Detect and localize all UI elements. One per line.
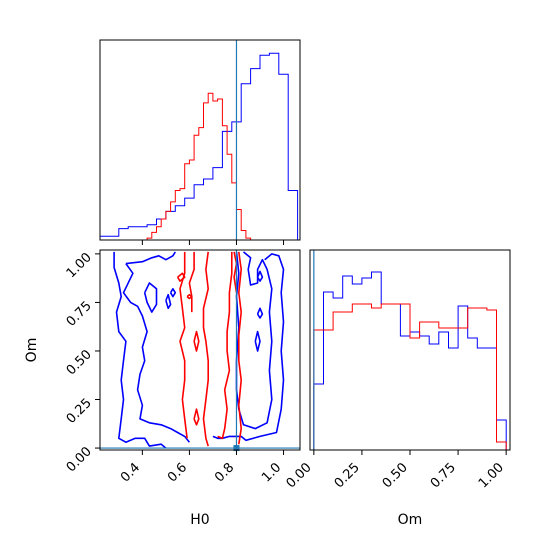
- contour-path-8: [256, 307, 264, 319]
- om-hist-x-tick-label: 1.00: [476, 460, 507, 491]
- contour-x-tick-label: 0.8: [212, 460, 237, 485]
- contour-y-tick-label: 0.00: [64, 444, 95, 475]
- contour-y-tick-label: 0.25: [64, 396, 95, 427]
- x-axis-label-om: Om: [398, 512, 423, 528]
- contour-x-tick-label: 0.6: [165, 460, 190, 485]
- x-axis-label-h0: H0: [190, 512, 209, 528]
- contour-x-tick-label: 1.0: [259, 460, 284, 485]
- contour-frame: [99, 249, 301, 451]
- contour-path-17: [193, 330, 200, 352]
- contour-path-3: [143, 282, 158, 313]
- contour-path-4: [212, 253, 285, 442]
- contour-path-1: [125, 251, 176, 265]
- truth-marker: [233, 445, 240, 452]
- om-hist-x-tick-label: 0.75: [428, 460, 459, 491]
- om-histogram-panel: 0.00 0.25 0.50 0.75 1.00: [284, 249, 511, 491]
- contour-path-9: [256, 270, 264, 282]
- om-hist-series-1: [313, 303, 507, 450]
- y-axis-label-om: Om: [24, 338, 40, 363]
- contour-path-18: [193, 408, 200, 426]
- contour-path-7: [169, 288, 177, 298]
- contour-y-tick-label: 0.75: [64, 299, 95, 330]
- h0-hist-frame: [99, 39, 301, 241]
- om-hist-frame: [309, 249, 511, 451]
- om-hist-series-0: [313, 271, 507, 450]
- h0-hist-series-1: [142, 92, 252, 241]
- contour-path-5: [235, 251, 273, 430]
- contour-path-10: [254, 330, 261, 352]
- contour-path-2: [122, 263, 191, 443]
- contour-path-14: [217, 251, 233, 440]
- contour-path-0: [113, 251, 167, 449]
- contour-path-15: [238, 251, 242, 445]
- contour-y-tick-label: 1.00: [64, 250, 95, 281]
- om-hist-x-tick-label: 0.25: [332, 460, 363, 491]
- contour-path-11: [179, 251, 188, 439]
- contour-x-tick-label: 0.4: [118, 460, 143, 485]
- contour-path-19: [176, 272, 186, 282]
- h0-hist-series-0: [99, 52, 299, 240]
- contour-path-13: [202, 251, 209, 447]
- om-hist-x-tick-label: 0.00: [284, 460, 315, 491]
- contour-path-12: [188, 251, 195, 313]
- contour-y-tick-label: 0.50: [64, 347, 95, 378]
- h0-om-contour-panel: 0.4 0.6 0.8 1.0 0.00 0.25 0.50 0.75 1.00: [64, 249, 301, 485]
- contour-path-20: [186, 293, 193, 300]
- h0-histogram-panel: [99, 39, 301, 245]
- om-hist-x-tick-label: 0.50: [380, 460, 411, 491]
- contour-lines: [113, 251, 285, 449]
- contour-path-6: [165, 293, 172, 310]
- contour-path-16: [233, 251, 238, 293]
